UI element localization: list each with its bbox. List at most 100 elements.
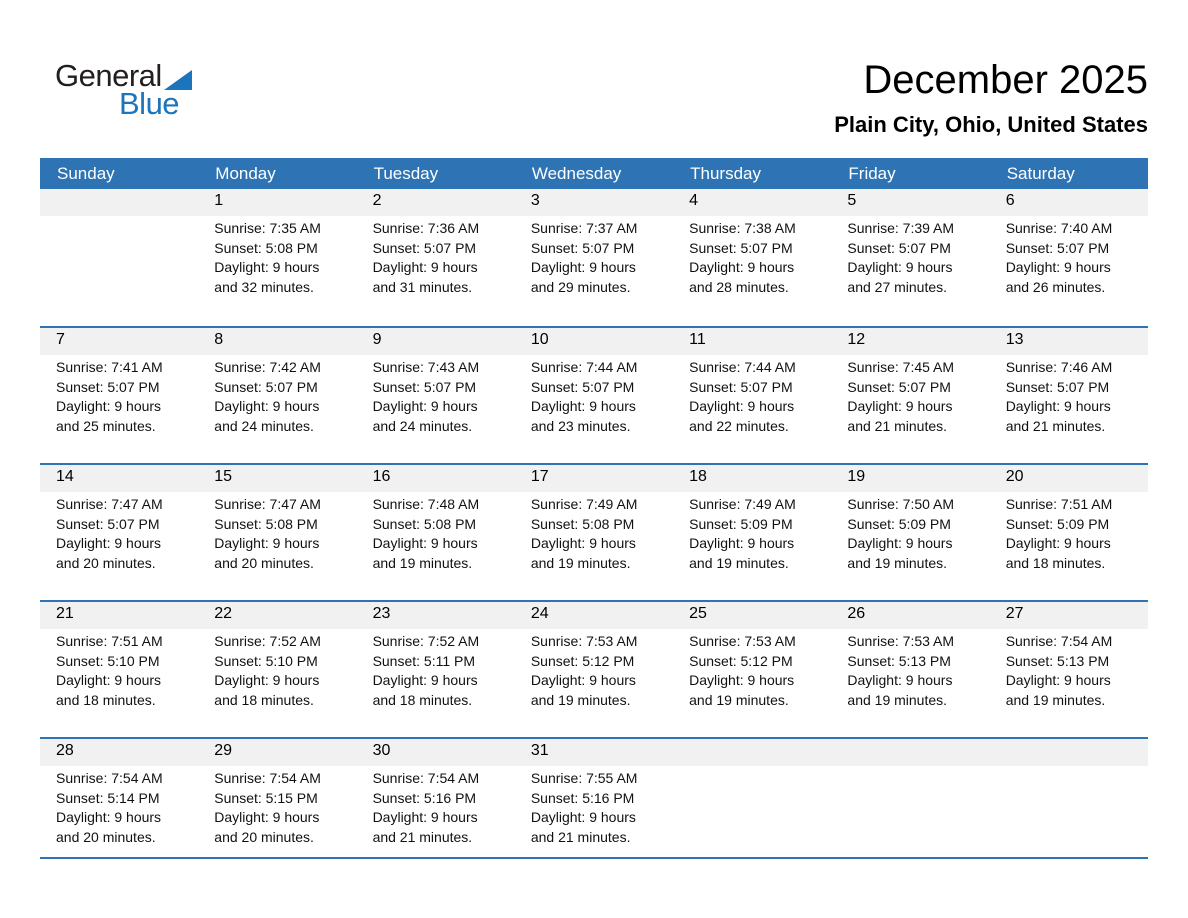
sunrise-text: Sunrise: 7:52 AM bbox=[214, 633, 321, 649]
day-number-band: 30 bbox=[356, 739, 515, 766]
logo-top-row: General bbox=[55, 60, 192, 91]
daylight-text-line1: Daylight: 9 hours bbox=[214, 535, 320, 551]
daylight-text-line1: Daylight: 9 hours bbox=[372, 809, 478, 825]
sunrise-text: Sunrise: 7:47 AM bbox=[214, 496, 321, 512]
daylight-text-line2: and 27 minutes. bbox=[847, 278, 948, 295]
day-details bbox=[673, 766, 831, 769]
day-cell-11: 11 Sunrise: 7:44 AM Sunset: 5:07 PM Dayligh… bbox=[673, 328, 832, 463]
title-block: December 2025 Plain City, Ohio, United S… bbox=[834, 56, 1148, 138]
day-cell-8: 8 Sunrise: 7:42 AM Sunset: 5:07 PM Daylight… bbox=[198, 328, 357, 463]
sunrise-text: Sunrise: 7:51 AM bbox=[1005, 496, 1113, 512]
sunrise-text: Sunrise: 7:42 AM bbox=[214, 359, 321, 375]
day-cell-25: 25 Sunrise: 7:53 AM Sunset: 5:12 PM Dayligh… bbox=[673, 602, 832, 737]
sunrise-text: Sunrise: 7:54 AM bbox=[56, 770, 163, 786]
daylight-text-line2: and 20 minutes. bbox=[214, 828, 314, 845]
day-details: Sunrise: 7:50 AM Sunset: 5:09 PM Daylight:… bbox=[831, 492, 989, 573]
daylight-text-line2: and 19 minutes. bbox=[530, 691, 631, 708]
day-details: Sunrise: 7:40 AM Sunset: 5:07 PM Daylight:… bbox=[990, 216, 1148, 297]
page-header: General Blue December 2025 Plain City, O… bbox=[40, 56, 1148, 146]
day-cell-6: 6 Sunrise: 7:40 AM Sunset: 5:07 PM Daylight… bbox=[989, 189, 1148, 326]
day-number: 15 bbox=[214, 468, 233, 485]
day-details: Sunrise: 7:55 AM Sunset: 5:16 PM Daylight:… bbox=[515, 766, 673, 847]
daylight-text-line2: and 32 minutes. bbox=[214, 278, 314, 295]
sunrise-text: Sunrise: 7:54 AM bbox=[372, 770, 480, 786]
day-number-band: 18 bbox=[673, 465, 832, 492]
sunrise-text: Sunrise: 7:48 AM bbox=[372, 496, 480, 512]
day-details: Sunrise: 7:54 AM Sunset: 5:16 PM Daylight:… bbox=[357, 766, 515, 847]
day-number: 13 bbox=[1005, 331, 1024, 348]
week-row-3: 14 Sunrise: 7:47 AM Sunset: 5:07 PM Dayligh… bbox=[40, 463, 1148, 600]
daylight-text-line2: and 19 minutes. bbox=[1005, 691, 1106, 708]
daylight-text-line1: Daylight: 9 hours bbox=[1005, 259, 1111, 275]
day-number-band: 31 bbox=[514, 739, 674, 766]
daylight-text-line1: Daylight: 9 hours bbox=[689, 672, 795, 688]
sunrise-text: Sunrise: 7:51 AM bbox=[56, 633, 163, 649]
sunrise-text: Sunrise: 7:40 AM bbox=[1005, 220, 1113, 236]
week-row-5: 28 Sunrise: 7:54 AM Sunset: 5:14 PM Dayligh… bbox=[40, 737, 1148, 857]
sunrise-text: Sunrise: 7:44 AM bbox=[530, 359, 638, 375]
daylight-text-line2: and 29 minutes. bbox=[530, 278, 631, 295]
day-number: 21 bbox=[56, 605, 74, 622]
daylight-text-line2: and 19 minutes. bbox=[530, 554, 631, 571]
week-row-2: 7 Sunrise: 7:41 AM Sunset: 5:07 PM Daylight… bbox=[40, 326, 1148, 463]
day-number-band: 29 bbox=[198, 739, 357, 766]
day-number-band: 16 bbox=[356, 465, 515, 492]
day-number: 7 bbox=[56, 331, 65, 348]
daylight-text-line2: and 28 minutes. bbox=[689, 278, 789, 295]
day-cell-14: 14 Sunrise: 7:47 AM Sunset: 5:07 PM Dayligh… bbox=[40, 465, 199, 600]
weekday-header-monday: Monday bbox=[215, 163, 276, 183]
daylight-text-line2: and 18 minutes. bbox=[214, 691, 314, 708]
day-number-band: 24 bbox=[514, 602, 674, 629]
daylight-text-line2: and 31 minutes. bbox=[372, 278, 473, 295]
day-details: Sunrise: 7:54 AM Sunset: 5:14 PM Daylight:… bbox=[40, 766, 198, 847]
day-number-band: 27 bbox=[989, 602, 1148, 629]
daylight-text-line1: Daylight: 9 hours bbox=[214, 672, 320, 688]
sunset-text: Sunset: 5:07 PM bbox=[530, 378, 635, 395]
sunset-text: Sunset: 5:07 PM bbox=[847, 239, 951, 256]
day-number: 4 bbox=[689, 192, 699, 209]
sunset-text: Sunset: 5:07 PM bbox=[372, 378, 477, 395]
day-number: 3 bbox=[530, 192, 540, 209]
day-cell-26: 26 Sunrise: 7:53 AM Sunset: 5:13 PM Dayligh… bbox=[831, 602, 990, 737]
day-cell-4: 4 Sunrise: 7:38 AM Sunset: 5:07 PM Daylight… bbox=[673, 189, 832, 326]
sunset-text: Sunset: 5:07 PM bbox=[372, 239, 477, 256]
day-number-band: 14 bbox=[40, 465, 199, 492]
day-number-band: 10 bbox=[514, 328, 674, 355]
day-details bbox=[990, 766, 1148, 769]
sunset-text: Sunset: 5:07 PM bbox=[689, 378, 793, 395]
day-number-band bbox=[989, 739, 1148, 766]
sunset-text: Sunset: 5:14 PM bbox=[56, 789, 160, 806]
sunrise-text: Sunrise: 7:53 AM bbox=[847, 633, 955, 649]
weekday-header-sunday: Sunday bbox=[57, 163, 115, 183]
daylight-text-line1: Daylight: 9 hours bbox=[56, 809, 162, 825]
day-cell-1: 1 Sunrise: 7:35 AM Sunset: 5:08 PM Daylight… bbox=[198, 189, 357, 326]
daylight-text-line2: and 20 minutes. bbox=[56, 828, 156, 845]
day-number: 29 bbox=[214, 742, 233, 759]
day-number-band: 26 bbox=[831, 602, 990, 629]
daylight-text-line1: Daylight: 9 hours bbox=[214, 398, 320, 414]
day-cell-28: 28 Sunrise: 7:54 AM Sunset: 5:14 PM Dayligh… bbox=[40, 739, 199, 857]
day-cell-24: 24 Sunrise: 7:53 AM Sunset: 5:12 PM Dayligh… bbox=[514, 602, 674, 737]
sunset-text: Sunset: 5:12 PM bbox=[530, 652, 635, 669]
weekday-header-friday: Friday bbox=[848, 163, 896, 183]
day-cell-5: 5 Sunrise: 7:39 AM Sunset: 5:07 PM Daylight… bbox=[831, 189, 990, 326]
day-details: Sunrise: 7:46 AM Sunset: 5:07 PM Daylight:… bbox=[990, 355, 1148, 436]
day-details: Sunrise: 7:42 AM Sunset: 5:07 PM Daylight:… bbox=[198, 355, 356, 436]
sunrise-text: Sunrise: 7:52 AM bbox=[372, 633, 480, 649]
day-cell-17: 17 Sunrise: 7:49 AM Sunset: 5:08 PM Dayligh… bbox=[514, 465, 674, 600]
sunset-text: Sunset: 5:10 PM bbox=[56, 652, 160, 669]
logo-text-blue: Blue bbox=[119, 86, 180, 121]
day-cell-empty bbox=[831, 739, 990, 857]
day-cell-27: 27 Sunrise: 7:54 AM Sunset: 5:13 PM Dayligh… bbox=[989, 602, 1148, 737]
sunset-text: Sunset: 5:08 PM bbox=[214, 515, 318, 532]
day-details: Sunrise: 7:53 AM Sunset: 5:12 PM Daylight:… bbox=[673, 629, 831, 710]
day-details: Sunrise: 7:51 AM Sunset: 5:10 PM Daylight:… bbox=[40, 629, 198, 710]
day-number-band: 4 bbox=[673, 189, 832, 216]
daylight-text-line2: and 18 minutes. bbox=[372, 691, 473, 708]
daylight-text-line1: Daylight: 9 hours bbox=[530, 809, 636, 825]
daylight-text-line2: and 19 minutes. bbox=[689, 691, 789, 708]
day-number: 25 bbox=[689, 605, 707, 622]
day-number: 26 bbox=[847, 605, 866, 622]
sunrise-text: Sunrise: 7:38 AM bbox=[689, 220, 796, 236]
day-number-band bbox=[40, 189, 199, 216]
